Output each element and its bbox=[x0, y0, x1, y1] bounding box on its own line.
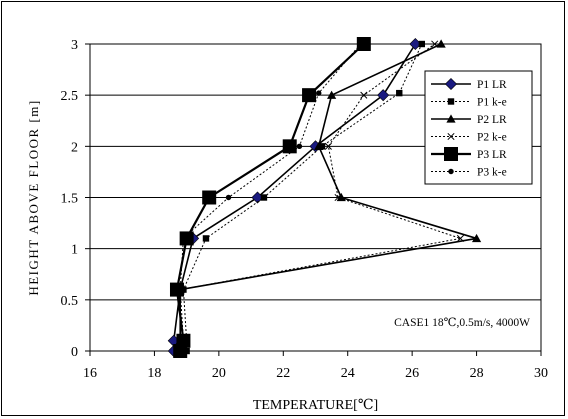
series-marker bbox=[202, 235, 210, 242]
series-line bbox=[175, 43, 365, 352]
x-axis: 16 18 20 22 24 26 28 30 bbox=[83, 351, 548, 381]
y-tick-label: 0.5 bbox=[61, 294, 79, 309]
y-axis: 0 0.5 1 1.5 2 2.5 3 bbox=[61, 38, 90, 360]
y-tick-label: 3 bbox=[71, 38, 78, 53]
series-marker bbox=[202, 190, 217, 205]
legend-item: P1 k-e bbox=[431, 97, 507, 109]
legend-item: P3 LR bbox=[431, 147, 507, 161]
series-marker bbox=[225, 194, 232, 201]
series-marker bbox=[446, 114, 456, 123]
series-marker bbox=[356, 37, 371, 51]
y-tick-label: 2 bbox=[71, 140, 78, 155]
y-axis-label: HEIGHT ABOVE FLOOR [m] bbox=[26, 99, 41, 295]
series-marker bbox=[360, 91, 368, 99]
legend-item: P2 k-e bbox=[431, 132, 507, 144]
y-tick-label: 0 bbox=[71, 345, 78, 360]
series-layer bbox=[167, 37, 482, 358]
y-tick-label: 1 bbox=[71, 243, 78, 258]
series-marker bbox=[260, 194, 268, 201]
x-tick-label: 22 bbox=[276, 366, 290, 381]
series-line bbox=[182, 43, 423, 351]
series-line bbox=[179, 43, 361, 351]
x-tick-label: 18 bbox=[147, 366, 161, 381]
series-marker bbox=[418, 40, 426, 48]
series-line bbox=[172, 43, 417, 351]
x-tick-label: 20 bbox=[212, 366, 226, 381]
series-marker bbox=[327, 90, 337, 99]
x-tick-label: 30 bbox=[534, 366, 548, 381]
legend-label: P3 k-e bbox=[477, 167, 507, 179]
legend-label: P1 LR bbox=[477, 79, 507, 91]
x-tick-label: 24 bbox=[341, 366, 355, 381]
series-marker bbox=[177, 348, 183, 354]
series-line bbox=[179, 43, 477, 351]
series-marker bbox=[357, 41, 364, 47]
series-p3-k-e bbox=[177, 41, 364, 354]
legend-item: P3 k-e bbox=[431, 167, 507, 179]
series-marker bbox=[447, 132, 455, 141]
series-marker bbox=[471, 233, 482, 243]
legend: P1 LR P1 k-e P2 LR P2 k-e P3 LR P3 k-e bbox=[424, 70, 533, 185]
series-marker bbox=[448, 168, 454, 175]
series-marker bbox=[431, 40, 439, 48]
legend-label: P1 k-e bbox=[477, 97, 507, 109]
legend-label: P2 LR bbox=[477, 114, 507, 126]
series-marker bbox=[296, 143, 303, 150]
series-marker bbox=[444, 77, 458, 91]
x-tick-label: 16 bbox=[83, 366, 97, 381]
case-annotation: CASE1 18℃,0.5m/s, 4000W bbox=[394, 317, 530, 329]
series-marker bbox=[436, 39, 446, 48]
series-marker bbox=[318, 143, 326, 150]
series-marker bbox=[447, 98, 455, 105]
legend-box bbox=[424, 70, 533, 185]
x-tick-label: 28 bbox=[470, 366, 484, 381]
series-marker bbox=[324, 142, 332, 150]
series-marker bbox=[177, 338, 183, 344]
y-tick-label: 1.5 bbox=[61, 192, 79, 207]
series-marker bbox=[302, 88, 317, 103]
series-marker bbox=[334, 193, 342, 202]
series-marker bbox=[456, 234, 465, 242]
series-marker bbox=[180, 235, 187, 242]
x-axis-label: TEMPERATURE[℃] bbox=[253, 398, 378, 413]
legend-item: P1 LR bbox=[431, 77, 507, 91]
series-marker bbox=[444, 147, 458, 161]
series-marker bbox=[316, 90, 322, 96]
x-tick-label: 26 bbox=[405, 366, 419, 381]
legend-label: P2 k-e bbox=[477, 132, 507, 144]
series-marker bbox=[282, 139, 297, 154]
legend-label: P3 LR bbox=[477, 149, 507, 161]
legend-item: P2 LR bbox=[431, 114, 507, 126]
series-marker bbox=[177, 286, 183, 293]
series-marker bbox=[314, 141, 324, 151]
y-tick-label: 2.5 bbox=[61, 89, 79, 104]
series-marker bbox=[396, 89, 403, 97]
series-marker bbox=[377, 89, 390, 102]
